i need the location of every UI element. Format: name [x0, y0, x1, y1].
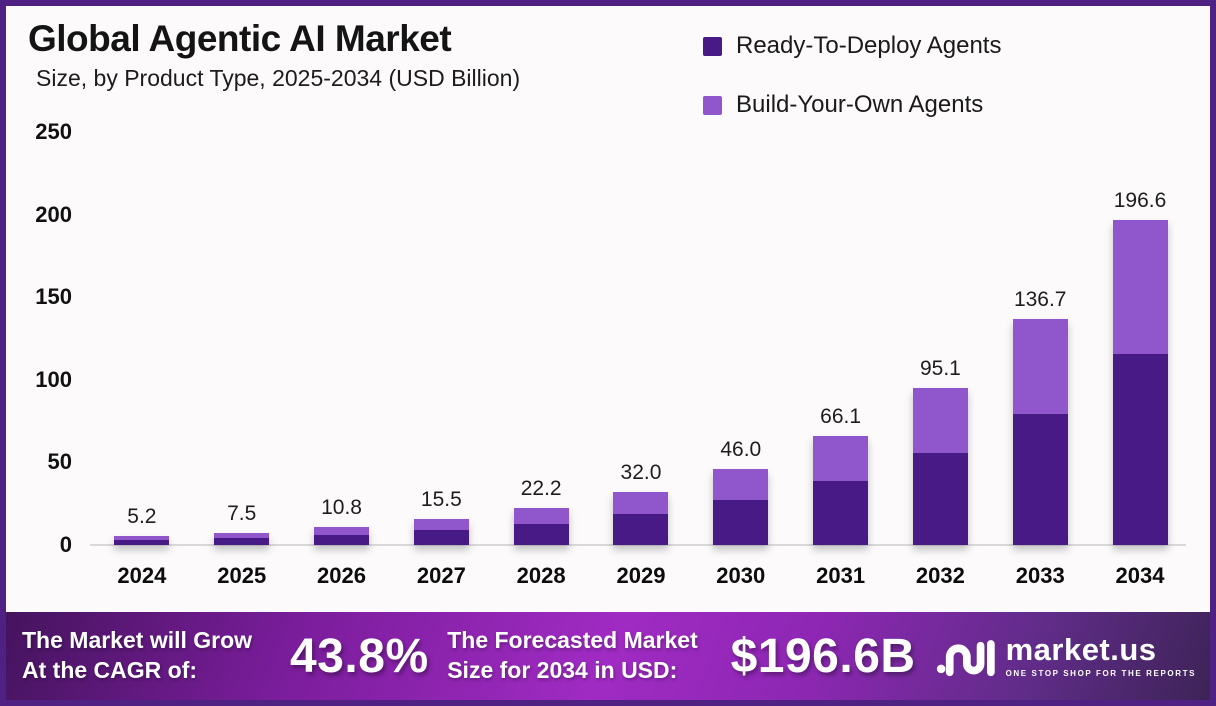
x-axis-label-2034: 2034: [1115, 563, 1165, 588]
legend-label: Build-Your-Own Agents: [736, 91, 984, 118]
cagr-label: The Market will Grow At the CAGR of:: [22, 627, 253, 683]
segment-build-your-own: [413, 519, 469, 530]
bar-column-2025: 7.5 2025: [192, 132, 292, 588]
bar-value-label: 46.0: [720, 438, 762, 462]
stacked-bar-2024: [114, 536, 170, 545]
bar-plot-area: 5.2 2024 7.5 2025 10.8 2026 15.5 2027 22.2 2028 32…: [92, 132, 1190, 588]
segment-ready-to-deploy: [214, 537, 270, 545]
x-axis-label-2026: 2026: [317, 563, 367, 588]
forecast-value: $196.6B: [730, 629, 916, 683]
segment-build-your-own: [1112, 220, 1168, 355]
x-axis-label-2028: 2028: [516, 563, 566, 588]
bar-column-2024: 5.2 2024: [92, 132, 192, 588]
brand: market.us ONE STOP SHOP FOR THE REPORTS: [936, 633, 1196, 679]
stacked-bar-2027: [413, 519, 469, 545]
y-axis-tick-150: 150: [35, 284, 72, 310]
segment-ready-to-deploy: [513, 523, 569, 545]
bar-value-label: 22.2: [520, 477, 562, 501]
stacked-bar-2031: [813, 435, 869, 545]
x-axis-label-2027: 2027: [416, 563, 466, 588]
segment-build-your-own: [813, 435, 869, 481]
bar-column-2029: 32.0 2029: [591, 132, 691, 588]
segment-build-your-own: [114, 536, 170, 541]
segment-build-your-own: [513, 508, 569, 524]
segment-build-your-own: [214, 532, 270, 538]
segment-ready-to-deploy: [613, 513, 669, 545]
legend-label: Ready-To-Deploy Agents: [736, 32, 1002, 59]
segment-ready-to-deploy: [713, 500, 769, 545]
stacked-bar-2025: [214, 532, 270, 545]
bar-value-label: 66.1: [820, 404, 862, 428]
bar-column-2034: 196.6 2034: [1090, 132, 1190, 588]
bar-value-label: 136.7: [1013, 288, 1067, 312]
bar-value-label: 15.5: [420, 488, 462, 512]
stacked-bar-2033: [1012, 319, 1068, 545]
bar-column-2031: 66.1 2031: [791, 132, 891, 588]
bar-value-label: 5.2: [127, 505, 157, 529]
legend-swatch-build-icon: [703, 95, 722, 115]
bar-value-label: 95.1: [919, 356, 961, 380]
stacked-bar-2030: [713, 469, 769, 545]
x-axis-label-2033: 2033: [1015, 563, 1065, 588]
segment-build-your-own: [713, 469, 769, 501]
stacked-bar-2028: [513, 508, 569, 545]
page-title: Global Agentic AI Market: [28, 18, 452, 59]
segment-ready-to-deploy: [114, 540, 170, 545]
x-axis-label-2032: 2032: [915, 563, 965, 588]
x-axis-label-2030: 2030: [716, 563, 766, 588]
brand-text: market.us ONE STOP SHOP FOR THE REPORTS: [1006, 634, 1196, 678]
y-axis-tick-250: 250: [35, 119, 72, 144]
stacked-bar-2034: [1112, 220, 1168, 545]
brand-tagline: ONE STOP SHOP FOR THE REPORTS: [1005, 669, 1197, 678]
segment-ready-to-deploy: [1112, 354, 1168, 545]
legend-swatch-ready-icon: [703, 36, 722, 56]
legend: Ready-To-Deploy Agents Build-Your-Own Ag…: [703, 32, 1001, 119]
x-axis-label-2024: 2024: [117, 563, 167, 588]
bar-column-2032: 95.1 2032: [891, 132, 991, 588]
cagr-value: 43.8%: [290, 629, 429, 683]
x-axis-label-2031: 2031: [816, 563, 866, 588]
footer-band: The Market will Grow At the CAGR of: 43.…: [6, 612, 1210, 700]
segment-ready-to-deploy: [413, 529, 469, 545]
stacked-bar-2026: [314, 527, 370, 545]
bar-column-2030: 46.0 2030: [691, 132, 791, 588]
segment-ready-to-deploy: [1012, 413, 1068, 545]
bar-column-2026: 10.8 2026: [292, 132, 392, 588]
stacked-bar-2032: [912, 387, 968, 545]
bar-column-2027: 15.5 2027: [391, 132, 491, 588]
segment-ready-to-deploy: [813, 480, 869, 545]
x-axis-line: [90, 544, 1186, 546]
x-axis-label-2025: 2025: [217, 563, 267, 588]
bar-value-label: 7.5: [227, 501, 257, 525]
y-axis-tick-100: 100: [35, 366, 72, 392]
y-axis-tick-50: 50: [47, 449, 72, 475]
bar-value-label: 10.8: [321, 496, 362, 520]
segment-build-your-own: [613, 492, 669, 514]
x-axis-label-2029: 2029: [616, 563, 666, 588]
bar-column-2033: 136.7 2033: [990, 132, 1090, 588]
page-subtitle: Size, by Product Type, 2025-2034 (USD Bi…: [36, 65, 521, 91]
segment-build-your-own: [912, 387, 968, 454]
bar-value-label: 32.0: [620, 461, 662, 485]
legend-item-ready-to-deploy: Ready-To-Deploy Agents: [703, 32, 1001, 60]
y-axis-tick-200: 200: [35, 201, 72, 227]
legend-item-build-your-own: Build-Your-Own Agents: [703, 91, 1001, 119]
segment-ready-to-deploy: [314, 534, 370, 545]
segment-build-your-own: [1012, 319, 1068, 414]
y-axis-tick-0: 0: [59, 532, 72, 557]
bar-value-label: 196.6: [1113, 189, 1167, 213]
forecast-label: The Forecasted Market Size for 2034 in U…: [447, 627, 698, 683]
market-us-logo-icon: [936, 640, 995, 677]
header: Global Agentic AI Market Size, by Produc…: [28, 18, 520, 92]
segment-build-your-own: [314, 527, 370, 535]
segment-ready-to-deploy: [912, 453, 968, 545]
brand-name: market.us: [1005, 632, 1157, 667]
stacked-bar-2029: [613, 492, 669, 545]
y-axis: 250 200 150 100 50 0: [6, 6, 72, 606]
bar-column-2028: 22.2 2028: [491, 132, 591, 588]
